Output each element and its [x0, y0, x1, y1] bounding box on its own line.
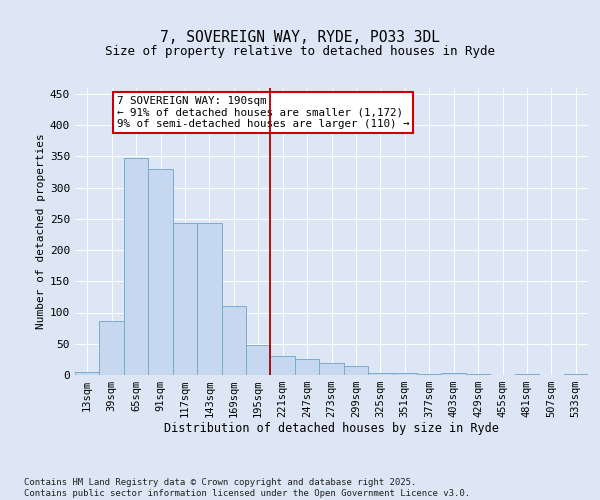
Bar — [124, 158, 148, 375]
Bar — [563, 374, 588, 375]
Text: 7 SOVEREIGN WAY: 190sqm
← 91% of detached houses are smaller (1,172)
9% of semi-: 7 SOVEREIGN WAY: 190sqm ← 91% of detache… — [116, 96, 409, 129]
X-axis label: Distribution of detached houses by size in Ryde: Distribution of detached houses by size … — [164, 422, 499, 434]
Bar — [173, 223, 197, 375]
Text: Size of property relative to detached houses in Ryde: Size of property relative to detached ho… — [105, 45, 495, 58]
Y-axis label: Number of detached properties: Number of detached properties — [36, 134, 46, 329]
Bar — [197, 223, 221, 375]
Text: 7, SOVEREIGN WAY, RYDE, PO33 3DL: 7, SOVEREIGN WAY, RYDE, PO33 3DL — [160, 30, 440, 45]
Bar — [221, 306, 246, 375]
Bar — [515, 374, 539, 375]
Bar — [466, 374, 490, 375]
Bar — [417, 374, 442, 375]
Bar — [442, 373, 466, 375]
Text: Contains HM Land Registry data © Crown copyright and database right 2025.
Contai: Contains HM Land Registry data © Crown c… — [24, 478, 470, 498]
Bar — [100, 320, 124, 375]
Bar — [75, 372, 100, 375]
Bar — [246, 345, 271, 375]
Bar — [319, 362, 344, 375]
Bar — [271, 356, 295, 375]
Bar — [368, 372, 392, 375]
Bar — [295, 360, 319, 375]
Bar — [344, 366, 368, 375]
Bar — [148, 169, 173, 375]
Bar — [392, 373, 417, 375]
